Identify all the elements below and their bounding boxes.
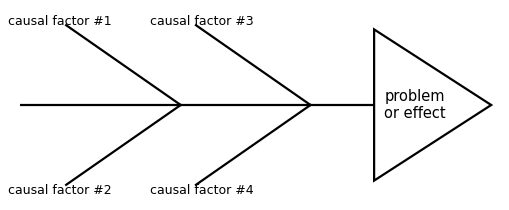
Text: causal factor #3: causal factor #3 bbox=[150, 15, 254, 28]
Text: causal factor #1: causal factor #1 bbox=[8, 15, 111, 28]
Text: causal factor #2: causal factor #2 bbox=[8, 184, 111, 197]
Text: causal factor #4: causal factor #4 bbox=[150, 184, 254, 197]
Text: problem
or effect: problem or effect bbox=[384, 89, 446, 121]
